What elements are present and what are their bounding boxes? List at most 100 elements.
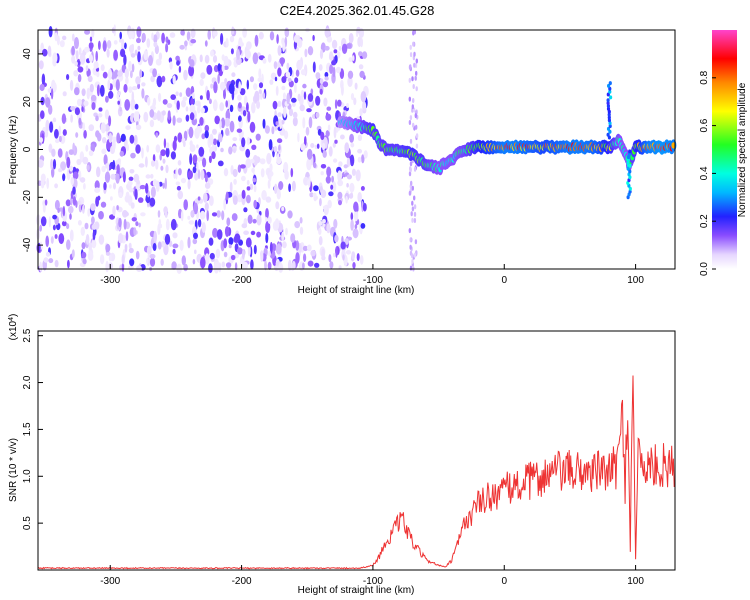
noise-speckle	[284, 27, 290, 38]
noise-speckle	[412, 122, 415, 128]
noise-speckle	[125, 76, 129, 85]
signal-spike	[626, 160, 630, 165]
noise-speckle	[209, 252, 215, 260]
noise-speckle	[234, 233, 241, 243]
noise-speckle	[302, 117, 306, 129]
noise-speckle	[189, 104, 196, 114]
noise-speckle	[181, 255, 186, 266]
noise-speckle	[254, 34, 259, 47]
noise-speckle	[66, 239, 71, 250]
noise-speckle	[137, 45, 141, 51]
colorbar-gradient	[712, 30, 737, 269]
noise-speckle	[204, 253, 210, 265]
noise-speckle	[260, 250, 264, 263]
noise-speckle	[158, 52, 163, 61]
noise-speckle	[118, 217, 122, 228]
noise-speckle	[308, 116, 313, 129]
noise-speckle	[277, 45, 282, 56]
noise-speckle	[137, 51, 141, 63]
noise-speckle	[113, 40, 118, 45]
noise-speckle	[200, 256, 206, 269]
noise-speckle	[312, 192, 317, 197]
noise-speckle	[275, 201, 280, 210]
noise-speckle	[217, 73, 220, 84]
noise-speckle	[69, 165, 74, 172]
noise-speckle	[184, 40, 188, 47]
noise-speckle	[262, 118, 266, 129]
noise-speckle	[167, 110, 171, 121]
noise-speckle	[299, 104, 305, 112]
noise-speckle	[357, 134, 363, 141]
noise-speckle	[117, 100, 120, 105]
noise-speckle	[123, 54, 127, 66]
heatmap-y-tick-label: 20	[22, 96, 33, 108]
noise-speckle	[78, 117, 82, 126]
noise-speckle	[266, 152, 272, 165]
noise-speckle	[105, 260, 109, 273]
noise-speckle	[223, 251, 228, 258]
noise-speckle	[130, 98, 136, 111]
noise-speckle	[130, 70, 133, 79]
heatmap-y-tick-label: -20	[22, 190, 33, 205]
noise-speckle	[299, 226, 304, 235]
noise-speckle	[153, 34, 158, 44]
noise-speckle	[55, 138, 60, 144]
noise-speckle	[198, 146, 205, 157]
noise-speckle	[83, 129, 87, 139]
noise-speckle	[319, 198, 322, 207]
noise-speckle	[199, 78, 204, 87]
noise-speckle	[304, 48, 308, 58]
noise-speckle	[307, 260, 314, 267]
noise-speckle	[210, 50, 214, 57]
noise-speckle	[296, 59, 303, 71]
noise-speckle	[227, 99, 231, 109]
heatmap-x-tick-label: -300	[100, 275, 120, 286]
noise-speckle	[187, 236, 191, 249]
noise-speckle	[54, 128, 59, 139]
noise-speckle	[236, 128, 243, 133]
noise-speckle	[197, 105, 201, 114]
noise-speckle	[291, 180, 296, 192]
noise-speckle	[103, 154, 108, 166]
noise-speckle	[219, 119, 222, 130]
noise-speckle	[91, 102, 96, 110]
noise-speckle	[261, 190, 267, 201]
noise-speckle	[241, 175, 246, 182]
noise-speckle	[242, 261, 248, 270]
noise-speckle	[91, 216, 95, 225]
noise-speckle	[281, 76, 287, 84]
noise-speckle	[243, 207, 248, 213]
noise-speckle	[120, 133, 126, 142]
noise-speckle	[331, 175, 334, 183]
noise-speckle	[318, 64, 323, 71]
noise-speckle	[242, 27, 248, 38]
noise-speckle	[196, 162, 199, 173]
noise-speckle	[338, 265, 342, 270]
noise-speckle	[149, 119, 155, 128]
signal-spike	[608, 124, 612, 129]
noise-speckle	[246, 194, 251, 204]
noise-speckle	[324, 45, 330, 51]
noise-speckle	[99, 84, 105, 97]
noise-speckle	[151, 32, 154, 41]
noise-speckle	[82, 204, 85, 214]
noise-speckle	[265, 217, 268, 223]
noise-speckle	[213, 81, 218, 94]
noise-speckle	[413, 62, 416, 68]
noise-speckle	[251, 167, 255, 173]
signal-spike	[628, 163, 632, 168]
noise-speckle	[299, 217, 303, 224]
snr-x-tick-label: 0	[501, 576, 507, 587]
noise-speckle	[157, 241, 162, 250]
noise-speckle	[187, 170, 193, 180]
noise-speckle	[70, 177, 75, 186]
noise-speckle	[89, 36, 93, 42]
noise-speckle	[58, 168, 63, 173]
noise-speckle	[327, 124, 331, 132]
noise-speckle	[233, 148, 236, 154]
noise-speckle	[101, 165, 106, 173]
noise-speckle	[121, 38, 125, 49]
noise-speckle	[337, 191, 343, 199]
noise-speckle	[265, 221, 271, 233]
noise-speckle	[152, 243, 157, 251]
